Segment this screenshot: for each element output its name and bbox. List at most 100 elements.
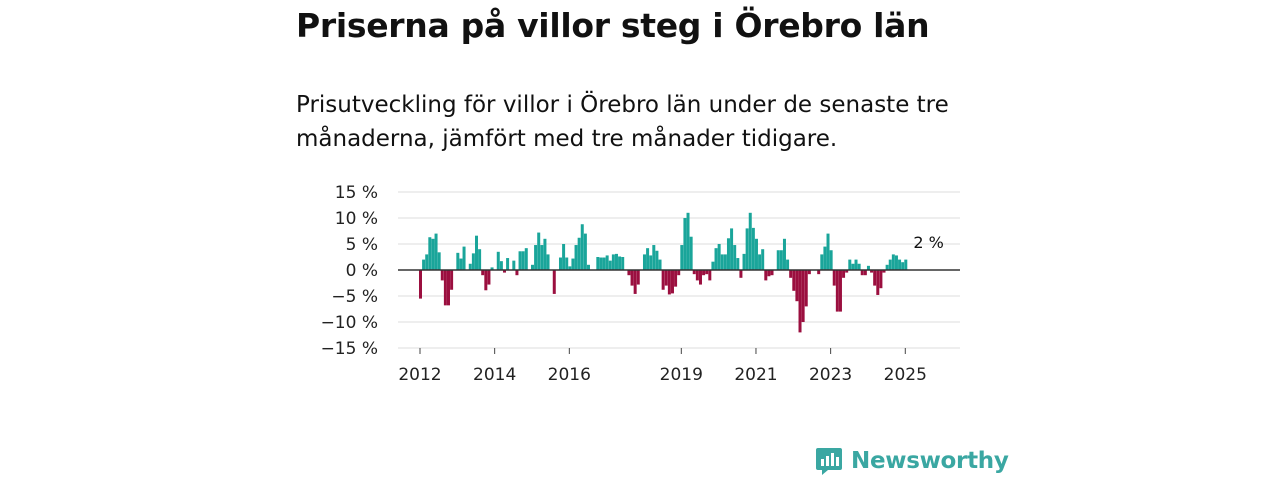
bar [795,270,799,302]
bar [621,257,625,270]
bar [894,255,898,270]
bar [782,238,786,270]
bar [866,265,870,270]
bar [835,270,839,312]
bar [776,250,780,270]
x-tick-label: 2012 [398,365,441,385]
bar [422,259,426,270]
bar [437,252,441,270]
bar [885,264,889,270]
bar [767,270,771,277]
bar [842,270,846,278]
bar [820,254,824,270]
bar [736,258,740,270]
bar [490,267,494,270]
bar [649,255,653,270]
bar [602,257,606,270]
bar [630,270,634,286]
bar [574,245,578,270]
bar [689,236,693,270]
bar [487,270,491,285]
bar [851,263,855,270]
bar [655,250,659,270]
bar [468,263,472,270]
y-tick-label: −15 % [321,339,378,359]
bar [692,270,696,275]
brand-name: Newsworthy [851,448,1009,474]
y-tick-label: 0 % [346,261,378,281]
bar [854,259,858,270]
bar [652,245,656,270]
bar [450,270,454,290]
gridlines [398,191,960,349]
x-tick-label: 2014 [473,365,516,385]
bar [698,270,702,285]
bar [680,245,684,270]
bar [807,270,811,275]
bar [845,270,849,273]
bar [829,250,833,270]
bar [618,256,622,270]
bar [440,270,444,281]
bar [770,270,774,276]
bar [711,261,715,270]
bar [502,270,506,273]
bar [901,262,905,270]
bar [726,238,730,270]
bar [873,270,877,286]
bar [838,270,842,312]
x-tick-label: 2023 [809,365,852,385]
bar [686,212,690,270]
bar [754,238,758,270]
bar [558,257,562,270]
bar [702,270,706,276]
bar [599,257,603,270]
bar [804,270,808,307]
bar [605,255,609,270]
bar [419,270,422,299]
bar [904,259,908,270]
y-tick-label: 15 % [335,183,378,203]
bar [552,270,556,294]
bar [708,270,712,281]
bar [658,259,662,270]
bar [611,254,615,270]
bar [562,244,566,270]
bar [863,270,867,276]
bar [546,254,550,270]
bar [786,259,790,270]
bar [758,254,762,270]
bar [580,224,584,270]
bar [720,254,724,270]
bar [667,270,671,295]
bar-series [419,212,908,333]
bar [674,270,678,287]
bar [677,270,681,276]
bar [583,233,587,270]
bar [723,254,727,270]
bar [733,245,737,270]
bar [443,270,447,306]
bar [801,270,805,322]
bar [586,264,590,270]
bar [751,227,755,270]
bar [512,260,516,270]
y-tick-label: 10 % [335,209,378,229]
bar [891,254,895,270]
x-tick-label: 2019 [660,365,703,385]
bar [506,258,510,270]
bar [534,245,538,270]
bar [530,264,534,270]
bar [540,245,544,270]
x-tick-label: 2016 [548,365,591,385]
bar [568,266,572,270]
bar [499,261,503,270]
bar [832,270,836,286]
bar [745,228,749,270]
bar [764,270,768,281]
bar [521,251,525,270]
bar [730,228,734,270]
last-value-label: 2 % [913,233,943,252]
bar [817,270,821,275]
bar [714,248,718,270]
